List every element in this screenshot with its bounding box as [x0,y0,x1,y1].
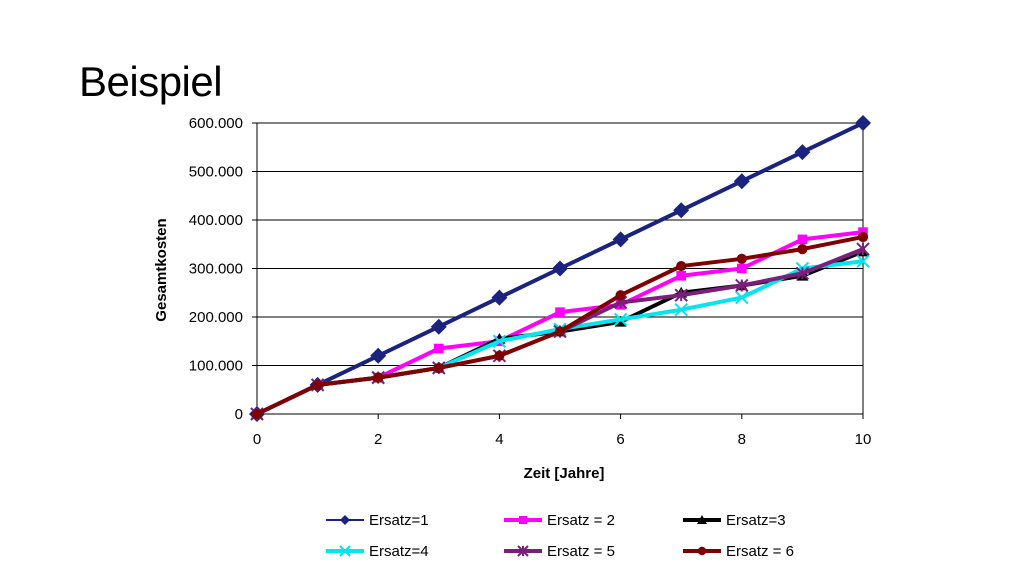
series-6 [251,231,869,420]
legend-item: Ersatz=3 [683,512,786,529]
data-point [251,408,263,420]
legend-item: Ersatz = 2 [504,512,615,529]
legend-label: Ersatz=1 [369,512,429,529]
legend-label: Ersatz=3 [726,512,786,529]
x-axis-label: Zeit [Jahre] [524,465,605,482]
data-point [555,307,565,317]
y-tick-label: 0 [235,406,243,423]
x-tick-label: 6 [616,431,624,448]
legend-item: Ersatz=1 [326,512,429,529]
data-point [735,278,749,293]
legend-item: Ersatz = 6 [683,543,794,560]
y-axis-label: Gesamtkosten [153,218,170,321]
y-tick-label: 500.000 [189,164,243,181]
data-point [676,260,687,272]
data-point [676,270,686,281]
data-point [856,242,870,256]
data-point [340,515,350,525]
legend-label: Ersatz=4 [369,543,429,560]
axis-layer: 0 100.000 200.000 300.000 400.000 500.000 600.… [189,115,872,448]
data-point [519,516,527,524]
data-point [552,260,568,277]
series-line [256,259,864,416]
x-tick-label: 8 [738,431,746,448]
legend-label: Ersatz = 6 [726,543,794,560]
data-point [492,334,507,348]
x-tick-label: 10 [855,431,872,448]
data-point [433,362,444,374]
data-point [674,288,688,302]
data-point [795,266,810,281]
data-point [857,231,869,243]
y-tick-label: 200.000 [189,309,243,326]
data-point [434,343,444,354]
data-point [737,263,747,274]
data-point [673,202,690,219]
data-point [370,347,387,364]
data-point [797,234,808,245]
data-point [339,545,351,557]
data-point [554,326,566,337]
series-line [256,230,864,416]
data-point [373,372,384,383]
data-point [794,144,811,161]
data-point [517,545,529,557]
x-tick-label: 2 [374,431,382,448]
data-point [797,244,808,255]
data-point [491,289,508,306]
data-point [697,546,707,556]
data-point [855,115,871,131]
legend-label: Ersatz = 2 [547,512,615,529]
legend-label: Ersatz = 5 [547,543,615,560]
data-point [615,290,626,301]
data-point [312,379,323,390]
data-point [674,303,688,317]
data-point [733,173,750,190]
data-point [494,350,505,361]
series-layer [249,115,871,422]
legend-item: Ersatz=4 [326,543,429,560]
data-point [613,312,628,327]
y-tick-label: 400.000 [189,212,243,229]
data-point [736,253,747,264]
y-tick-label: 100.000 [189,358,243,375]
y-tick-label: 300.000 [189,261,243,278]
slide-title: Beispiel [79,58,223,105]
data-point [430,318,447,335]
data-point [697,515,707,524]
y-tick-label: 600.000 [189,115,243,132]
x-tick-label: 0 [253,431,261,448]
data-point [612,231,629,248]
x-tick-label: 4 [495,431,503,448]
legend-item: Ersatz = 5 [504,543,615,560]
data-point [735,290,749,305]
data-point [856,254,870,268]
chart-legend: Ersatz=1 Ersatz = 2 Ersatz=3 Ersatz=4 Ersatz… [326,512,794,560]
series-2 [252,227,868,419]
